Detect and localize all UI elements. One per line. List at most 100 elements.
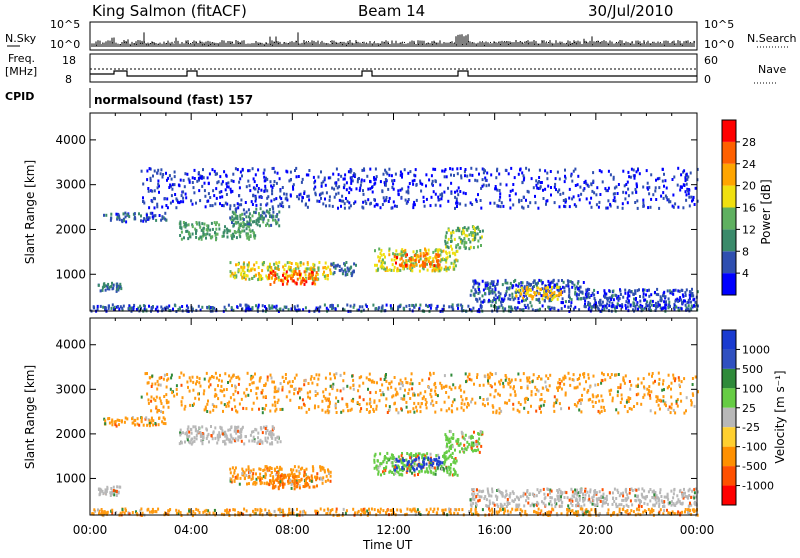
- heatmap-cell: [520, 495, 522, 498]
- power-colorbar-label: Power [dB]: [759, 179, 773, 244]
- heatmap-cell: [187, 438, 189, 441]
- nsearch-point: [320, 42, 321, 43]
- nsearch-point: [372, 44, 373, 45]
- heatmap-cell: [245, 469, 247, 472]
- nsky-label: N.Sky: [5, 32, 37, 45]
- heatmap-cell: [660, 295, 662, 298]
- heatmap-cell: [498, 173, 500, 176]
- heatmap-cell: [484, 169, 486, 172]
- heatmap-cell: [332, 205, 334, 208]
- heatmap-cell: [568, 300, 570, 303]
- heatmap-cell: [538, 279, 540, 282]
- heatmap-cell: [170, 202, 172, 205]
- heatmap-cell: [131, 307, 133, 310]
- heatmap-cell: [293, 280, 295, 283]
- heatmap-cell: [376, 264, 378, 267]
- heatmap-cell: [212, 437, 214, 440]
- heatmap-cell: [354, 200, 356, 203]
- heatmap-cell: [272, 186, 274, 189]
- heatmap-cell: [252, 214, 254, 217]
- heatmap-cell: [455, 264, 457, 267]
- heatmap-cell: [584, 498, 586, 501]
- heatmap-cell: [297, 278, 299, 281]
- heatmap-cell: [248, 236, 250, 239]
- heatmap-cell: [112, 287, 114, 290]
- heatmap-cell: [171, 194, 173, 197]
- heatmap-cell: [530, 504, 532, 507]
- heatmap-cell: [167, 306, 169, 309]
- heatmap-cell: [550, 500, 552, 503]
- heatmap-cell: [398, 455, 400, 458]
- heatmap-cell: [649, 306, 651, 309]
- heatmap-cell: [335, 308, 337, 311]
- heatmap-cell: [233, 224, 235, 227]
- nsearch-point: [568, 45, 569, 46]
- heatmap-cell: [232, 219, 234, 222]
- heatmap-cell: [391, 471, 393, 474]
- heatmap-cell: [612, 497, 614, 500]
- heatmap-cell: [237, 263, 239, 266]
- heatmap-cell: [640, 306, 642, 309]
- heatmap-cell: [450, 182, 452, 185]
- heatmap-cell: [694, 203, 696, 206]
- heatmap-cell: [554, 183, 556, 186]
- heatmap-cell: [193, 191, 195, 194]
- heatmap-cell: [596, 498, 598, 501]
- heatmap-cell: [574, 306, 576, 309]
- heatmap-cell: [409, 170, 411, 173]
- nsearch-point: [384, 42, 385, 43]
- heatmap-cell: [616, 489, 618, 492]
- heatmap-cell: [527, 502, 529, 505]
- heatmap-cell: [639, 300, 641, 303]
- heatmap-cell: [305, 483, 307, 486]
- heatmap-cell: [612, 491, 614, 494]
- heatmap-cell: [218, 223, 220, 226]
- heatmap-cell: [223, 235, 225, 238]
- heatmap-cell: [639, 295, 641, 298]
- heatmap-cell: [519, 168, 521, 171]
- heatmap-cell: [257, 278, 259, 281]
- heatmap-cell: [550, 186, 552, 189]
- heatmap-cell: [346, 181, 348, 184]
- heatmap-cell: [113, 493, 115, 496]
- heatmap-cell: [475, 290, 477, 293]
- heatmap-cell: [119, 218, 121, 221]
- heatmap-cell: [395, 249, 397, 252]
- heatmap-cell: [613, 193, 615, 196]
- heatmap-cell: [284, 264, 286, 267]
- heatmap-cell: [541, 294, 543, 297]
- heatmap-cell: [613, 298, 615, 301]
- heatmap-cell: [395, 173, 397, 176]
- heatmap-cell: [381, 306, 383, 309]
- heatmap-cell: [257, 432, 259, 435]
- heatmap-cell: [641, 487, 643, 490]
- heatmap-cell: [642, 496, 644, 499]
- nsearch-point: [134, 43, 135, 44]
- heatmap-cell: [297, 263, 299, 266]
- nsearch-point: [348, 43, 349, 44]
- heatmap-cell: [373, 198, 375, 201]
- heatmap-cell: [695, 502, 697, 505]
- heatmap-cell: [237, 202, 239, 205]
- heatmap-cell: [641, 493, 643, 496]
- heatmap-cell: [110, 285, 112, 288]
- heatmap-cell: [523, 504, 525, 507]
- heatmap-cell: [427, 457, 429, 460]
- heatmap-cell: [631, 488, 633, 491]
- heatmap-cell: [497, 280, 499, 283]
- heatmap-cell: [361, 179, 363, 182]
- heatmap-cell: [180, 179, 182, 182]
- heatmap-cell: [247, 169, 249, 172]
- heatmap-cell: [253, 436, 255, 439]
- nsearch-point: [130, 45, 131, 46]
- heatmap-cell: [327, 277, 329, 280]
- heatmap-cell: [209, 233, 211, 236]
- heatmap-cell: [320, 477, 322, 480]
- nsearch-point: [644, 42, 645, 43]
- heatmap-cell: [458, 444, 460, 447]
- heatmap-cell: [124, 421, 126, 424]
- nsearch-point: [620, 44, 621, 45]
- heatmap-cell: [374, 249, 376, 252]
- heatmap-cell: [624, 292, 626, 295]
- heatmap-cell: [476, 488, 478, 491]
